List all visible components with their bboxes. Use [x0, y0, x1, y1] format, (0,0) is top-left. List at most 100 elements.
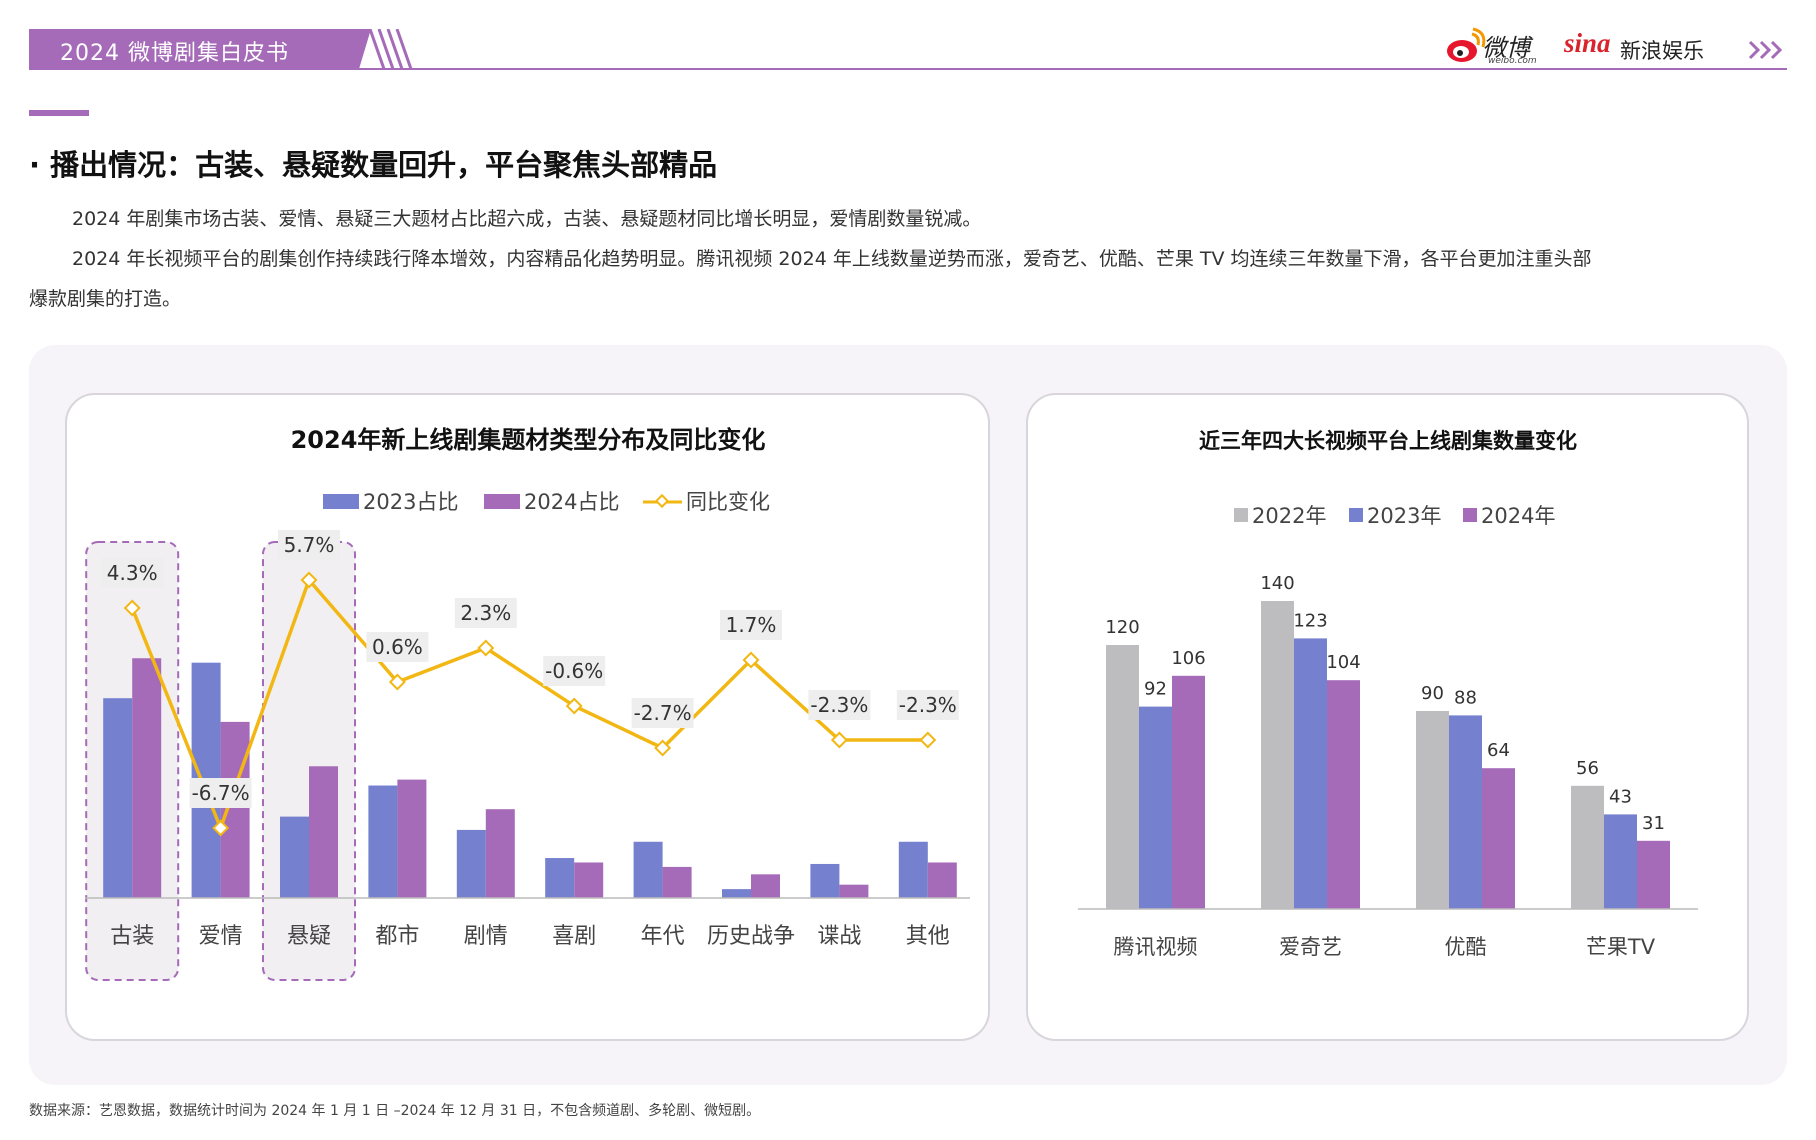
bar-2024年-优酷 [1482, 768, 1515, 909]
legend-label-3: 2024年 [1481, 504, 1555, 528]
sina-logo-text: sina [1564, 28, 1611, 58]
yoy-label: -6.7% [192, 781, 250, 805]
yoy-label: 1.7% [726, 613, 777, 637]
weibo-logo-subtext: weibo.com [1488, 56, 1537, 66]
legend-swatch-1 [1234, 508, 1248, 522]
bar-value-label: 43 [1609, 786, 1632, 807]
report-title-band [29, 29, 359, 69]
yoy-label: -2.3% [899, 693, 957, 717]
paragraph-1: 2024 年剧集市场古装、爱情、悬疑三大题材占比超六成，古装、悬疑题材同比增长明… [72, 208, 982, 230]
x-tick-label: 悬疑 [287, 924, 331, 949]
bar-2023-古装 [103, 698, 133, 898]
paragraph-2: 2024 年长视频平台的剧集创作持续践行降本增效，内容精品化趋势明显。腾讯视频 … [72, 248, 1592, 270]
bar-2023年-腾讯视频 [1139, 706, 1172, 909]
bar-value-label: 90 [1421, 683, 1444, 704]
legend-line-marker [654, 493, 670, 509]
yoy-point-古装 [123, 599, 141, 617]
yoy-point-悬疑 [300, 571, 318, 589]
yoy-label: -2.7% [634, 701, 692, 725]
chart-title: 近三年四大长视频平台上线剧集数量变化 [1199, 429, 1577, 453]
header-rule [29, 68, 1787, 70]
bar-value-label: 56 [1576, 758, 1599, 779]
yoy-label-bg [543, 656, 606, 686]
yoy-label-bg [189, 778, 252, 808]
yoy-label: -0.6% [545, 659, 603, 683]
legend-label-2: 2023年 [1367, 504, 1441, 528]
yoy-label: 2.3% [460, 601, 511, 625]
bar-2024-谍战 [839, 884, 869, 898]
yoy-label-bg [454, 598, 517, 628]
yoy-label: 0.6% [372, 635, 423, 659]
yoy-label-bg [278, 530, 340, 560]
yoy-label-bg [366, 632, 429, 662]
bar-2024年-芒果TV [1637, 840, 1670, 909]
x-tick-label: 其他 [906, 924, 950, 949]
yoy-point-剧情 [477, 639, 495, 657]
section-heading: · 播出情况：古装、悬疑数量回升，平台聚焦头部精品 [29, 148, 718, 182]
bar-value-label: 104 [1326, 652, 1360, 673]
x-tick-label: 喜剧 [552, 924, 596, 949]
yoy-label-bg [808, 690, 871, 720]
yoy-label-bg [896, 690, 959, 720]
bar-2022年-芒果TV [1571, 785, 1604, 909]
x-tick-label: 剧情 [464, 924, 508, 949]
bar-value-label: 31 [1642, 813, 1665, 834]
legend-swatch-3 [1463, 508, 1477, 522]
decorative-stripes [370, 29, 413, 69]
yoy-point-喜剧 [565, 697, 583, 715]
legend-swatch-1 [323, 494, 359, 509]
yoy-label: -2.3% [810, 693, 868, 717]
legend-label-1: 2023占比 [363, 490, 458, 514]
legend-swatch-2 [484, 494, 520, 509]
bar-2024-都市 [397, 779, 427, 898]
bar-2023年-芒果TV [1604, 814, 1637, 909]
bar-2024-喜剧 [574, 862, 604, 898]
weibo-logo-icon [1447, 27, 1486, 62]
x-tick-label: 都市 [375, 924, 419, 949]
bar-value-label: 92 [1144, 679, 1167, 700]
report-title-band-cut [359, 29, 371, 69]
bar-2024年-腾讯视频 [1172, 675, 1205, 909]
bar-2023-悬疑 [280, 816, 309, 898]
bar-2023-喜剧 [545, 858, 575, 898]
legend-label-1: 2022年 [1252, 504, 1326, 528]
bar-2024-古装 [132, 658, 162, 898]
report-title: 2024 微博剧集白皮书 [60, 41, 289, 66]
legend-label-2: 2024占比 [524, 490, 619, 514]
yoy-point-都市 [388, 673, 406, 691]
x-tick-label: 古装 [110, 924, 154, 949]
x-tick-label: 优酷 [1445, 935, 1487, 959]
source-note: 数据来源：艺恩数据，数据统计时间为 2024 年 1 月 1 日 –2024 年… [29, 1103, 761, 1119]
bar-2023-谍战 [810, 863, 840, 898]
yoy-point-爱情 [212, 819, 230, 837]
chart-title: 2024年新上线剧集题材类型分布及同比变化 [291, 426, 766, 454]
bar-2023-历史战争 [722, 889, 751, 898]
bar-value-label: 64 [1487, 740, 1510, 761]
x-tick-label: 芒果TV [1586, 935, 1656, 959]
x-tick-label: 年代 [641, 924, 685, 949]
bar-2023-其他 [898, 841, 928, 898]
bar-2022年-腾讯视频 [1106, 645, 1139, 909]
yoy-label-bg [720, 610, 782, 640]
section-accent-bar [29, 110, 89, 116]
x-tick-label: 历史战争 [707, 924, 795, 949]
bar-2024-历史战争 [751, 874, 780, 898]
yoy-label-bg [101, 558, 164, 588]
chevron-right-arrows-icon [1748, 40, 1783, 60]
yoy-label: 4.3% [107, 561, 158, 585]
bar-2023-年代 [633, 841, 663, 898]
x-tick-label: 爱奇艺 [1279, 935, 1342, 959]
bar-2024-剧情 [485, 809, 515, 898]
yoy-label-bg [631, 698, 694, 728]
yoy-point-谍战 [830, 731, 848, 749]
yoy-point-历史战争 [742, 651, 760, 669]
yoy-point-其他 [919, 731, 937, 749]
bar-2023年-优酷 [1449, 715, 1482, 909]
paragraph-3: 爆款剧集的打造。 [29, 288, 182, 310]
x-tick-label: 爱情 [199, 924, 243, 949]
legend-label-3: 同比变化 [686, 490, 770, 514]
sina-entertainment-logo-text: 新浪娱乐 [1620, 39, 1704, 63]
bar-2023-都市 [368, 785, 398, 898]
yoy-change-line [130, 576, 928, 833]
bar-2024-年代 [662, 866, 692, 898]
